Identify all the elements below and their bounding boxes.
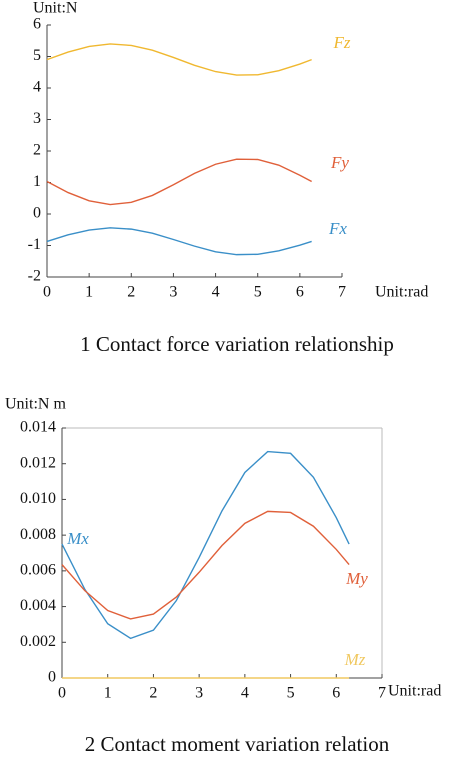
y-tick-label: 0	[33, 205, 41, 222]
y-tick-label: 0.004	[20, 597, 56, 614]
x-tick-label: 6	[296, 284, 304, 301]
x-unit: Unit:rad	[375, 284, 428, 301]
x-tick-label: 5	[254, 284, 262, 301]
y-tick-label: 0	[48, 669, 56, 686]
series-label: Fx	[328, 219, 347, 238]
x-tick-label: 2	[127, 284, 135, 301]
x-tick-label: 4	[241, 685, 249, 702]
y-tick-label: 5	[33, 47, 41, 64]
series-label: My	[345, 569, 368, 588]
x-tick-label: 0	[43, 284, 51, 301]
x-tick-label: 0	[58, 685, 66, 702]
series-line	[61, 510, 350, 620]
series-label: Mx	[66, 529, 89, 548]
y-tick-label: -1	[28, 236, 41, 253]
series-label: Fy	[330, 153, 349, 172]
x-tick-label: 7	[378, 685, 386, 702]
y-tick-label: 1	[33, 173, 41, 190]
y-tick-label: 6	[33, 16, 41, 33]
y-tick-label: -2	[28, 268, 41, 285]
x-tick-label: 4	[212, 284, 220, 301]
x-tick-label: 1	[104, 685, 112, 702]
caption: 1 Contact force variation relationship	[80, 332, 394, 356]
series-line	[46, 158, 312, 206]
y-tick-label: 0.012	[20, 454, 56, 471]
y-tick-label: 3	[33, 110, 41, 127]
x-tick-label: 1	[85, 284, 93, 301]
y-unit: Unit:N m	[5, 396, 66, 413]
series-line	[46, 227, 312, 256]
series-line	[46, 43, 312, 76]
x-tick-label: 3	[169, 284, 177, 301]
x-tick-label: 6	[332, 685, 340, 702]
caption: 2 Contact moment variation relation	[85, 732, 390, 756]
y-tick-label: 0.002	[20, 633, 56, 650]
y-tick-label: 0.014	[20, 419, 56, 436]
y-unit: Unit:N	[33, 0, 78, 17]
series-label: Mz	[344, 650, 366, 669]
x-tick-label: 2	[149, 685, 157, 702]
x-tick-label: 3	[195, 685, 203, 702]
series-label: Fz	[333, 33, 351, 52]
x-unit: Unit:rad	[388, 683, 441, 700]
x-tick-label: 5	[287, 685, 295, 702]
x-tick-label: 7	[338, 284, 346, 301]
series-line	[61, 450, 350, 640]
y-tick-label: 0.006	[20, 562, 56, 579]
y-tick-label: 2	[33, 142, 41, 159]
y-tick-label: 4	[33, 79, 41, 96]
y-tick-label: 0.008	[20, 526, 56, 543]
y-tick-label: 0.010	[20, 490, 56, 507]
